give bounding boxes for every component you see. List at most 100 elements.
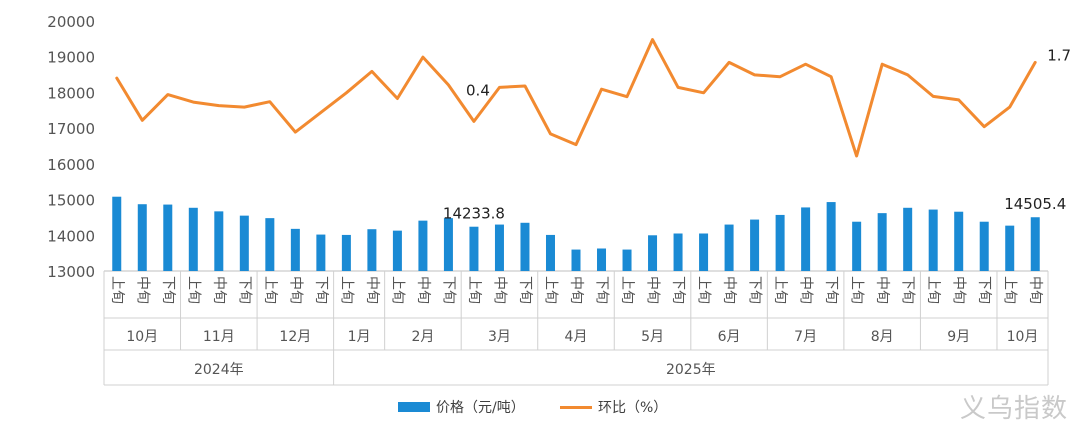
price-bar xyxy=(571,249,581,271)
x-sub-label: 下旬 xyxy=(517,276,533,304)
x-month-label: 1月 xyxy=(348,329,371,345)
x-month-label: 11月 xyxy=(203,329,235,345)
price-bar xyxy=(724,224,734,271)
legend-item-mom[interactable]: 环比（%） xyxy=(560,397,667,417)
x-month-label: 10月 xyxy=(126,329,158,345)
price-bar xyxy=(418,220,428,271)
price-bar xyxy=(877,213,887,271)
price-bar xyxy=(520,222,530,271)
mom-data-label: 1.7 xyxy=(1047,46,1071,64)
price-bar xyxy=(750,219,760,271)
price-data-label: 14505.4 xyxy=(1004,195,1066,213)
x-sub-label: 上旬 xyxy=(619,276,635,304)
x-month-label: 8月 xyxy=(871,329,894,345)
x-sub-label: 上旬 xyxy=(389,276,405,304)
x-sub-label: 上旬 xyxy=(696,276,712,304)
price-bar xyxy=(494,224,504,271)
x-sub-label: 中旬 xyxy=(568,276,584,304)
x-month-label: 10月 xyxy=(1007,329,1039,345)
legend: 价格（元/吨） 环比（%） xyxy=(0,397,1080,417)
x-sub-label: 下旬 xyxy=(900,276,916,304)
mom-line xyxy=(115,38,1037,158)
y-tick-label: 19000 xyxy=(47,49,95,67)
x-month-label: 4月 xyxy=(565,329,588,345)
price-bar xyxy=(622,249,632,271)
x-month-label: 7月 xyxy=(794,329,817,345)
price-bar xyxy=(826,202,836,271)
price-bar xyxy=(597,248,607,271)
x-month-label: 5月 xyxy=(641,329,664,345)
x-sub-label: 上旬 xyxy=(1002,276,1018,304)
price-bar xyxy=(443,218,453,271)
y-tick-label: 13000 xyxy=(47,263,95,281)
price-bar xyxy=(137,204,147,271)
price-bar xyxy=(775,214,785,271)
x-sub-label: 中旬 xyxy=(364,276,380,304)
price-bar xyxy=(699,233,709,271)
x-sub-label: 上旬 xyxy=(542,276,558,304)
price-bar xyxy=(545,234,555,271)
legend-swatch-mom xyxy=(560,405,592,409)
x-sub-label: 中旬 xyxy=(645,276,661,304)
y-tick-label: 17000 xyxy=(47,120,95,138)
x-sub-label: 下旬 xyxy=(313,276,329,304)
x-sub-label: 中旬 xyxy=(491,276,507,304)
x-sub-label: 下旬 xyxy=(160,276,176,304)
price-bar xyxy=(112,196,122,271)
x-month-label: 12月 xyxy=(279,329,311,345)
y-tick-label: 16000 xyxy=(47,156,95,174)
price-bar xyxy=(290,228,300,271)
price-bar xyxy=(239,215,249,271)
x-sub-label: 中旬 xyxy=(1027,276,1043,304)
x-sub-label: 中旬 xyxy=(287,276,303,304)
x-sub-label: 中旬 xyxy=(134,276,150,304)
x-sub-label: 下旬 xyxy=(670,276,686,304)
x-sub-label: 上旬 xyxy=(772,276,788,304)
x-year-label: 2024年 xyxy=(194,362,244,378)
legend-label-price: 价格（元/吨） xyxy=(436,400,525,416)
x-sub-label: 下旬 xyxy=(236,276,252,304)
price-bar xyxy=(928,209,938,271)
x-sub-label: 中旬 xyxy=(951,276,967,304)
x-sub-label: 下旬 xyxy=(594,276,610,304)
x-sub-label: 上旬 xyxy=(466,276,482,304)
x-sub-label: 上旬 xyxy=(262,276,278,304)
price-bar xyxy=(392,230,402,271)
legend-item-price[interactable]: 价格（元/吨） xyxy=(398,397,525,417)
x-sub-label: 上旬 xyxy=(109,276,125,304)
x-sub-label: 上旬 xyxy=(185,276,201,304)
watermark: 义乌指数 xyxy=(959,394,1068,424)
x-month-label: 9月 xyxy=(947,329,970,345)
price-bar xyxy=(1030,217,1040,271)
x-sub-label: 中旬 xyxy=(721,276,737,304)
price-bar xyxy=(979,221,989,271)
price-bar xyxy=(648,235,658,271)
x-sub-label: 中旬 xyxy=(211,276,227,304)
x-month-label: 2月 xyxy=(411,329,434,345)
x-sub-label: 下旬 xyxy=(823,276,839,304)
x-sub-label: 上旬 xyxy=(925,276,941,304)
legend-swatch-price xyxy=(398,402,430,412)
price-bar xyxy=(367,229,377,271)
legend-label-mom: 环比（%） xyxy=(598,400,668,416)
x-year-label: 2025年 xyxy=(666,362,716,378)
y-tick-label: 18000 xyxy=(47,84,95,102)
price-bar xyxy=(214,211,224,271)
y-tick-label: 14000 xyxy=(47,227,95,245)
price-bar xyxy=(316,234,326,271)
x-sub-label: 中旬 xyxy=(415,276,431,304)
x-sub-label: 中旬 xyxy=(874,276,890,304)
y-tick-label: 20000 xyxy=(47,13,95,31)
price-bar xyxy=(903,207,913,271)
price-bar xyxy=(265,218,275,271)
x-sub-label: 上旬 xyxy=(338,276,354,304)
price-bar xyxy=(188,207,198,271)
price-bar xyxy=(852,221,862,271)
y-tick-label: 15000 xyxy=(47,192,95,210)
x-month-label: 3月 xyxy=(488,329,511,345)
x-month-label: 6月 xyxy=(718,329,741,345)
mom-data-label: 0.4 xyxy=(466,81,490,99)
price-bar xyxy=(341,234,351,271)
x-sub-label: 下旬 xyxy=(440,276,456,304)
